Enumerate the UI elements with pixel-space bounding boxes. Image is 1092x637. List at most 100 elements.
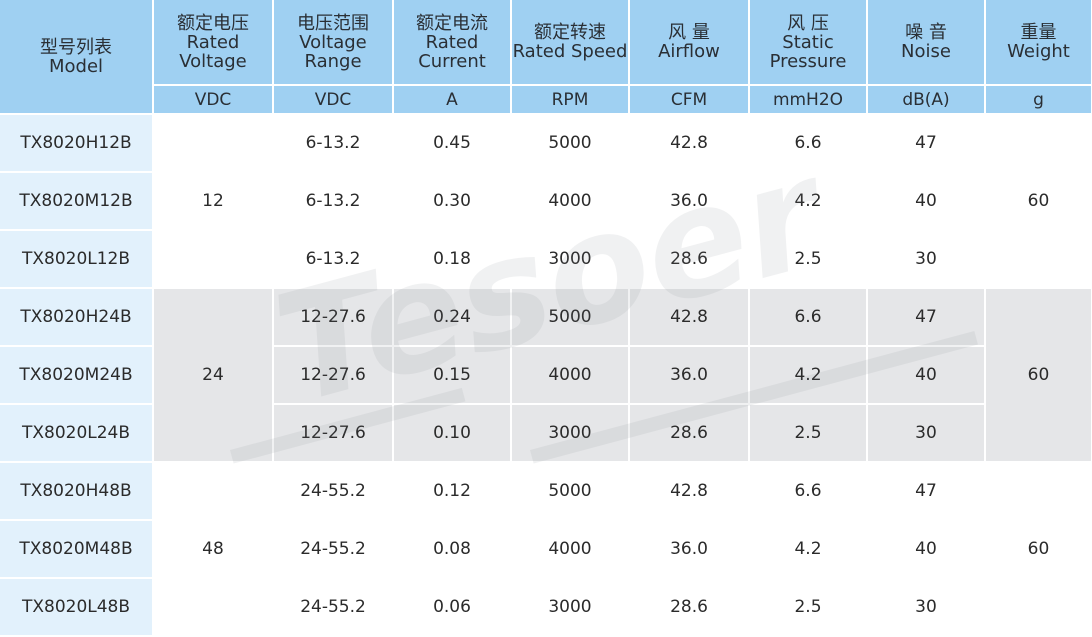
airflow-cell: 36.0 <box>629 172 750 231</box>
header-noise-zh: 噪 音 <box>905 22 947 43</box>
header-static-pressure-zh: 风 压 <box>787 12 829 34</box>
airflow-cell: 42.8 <box>629 462 750 521</box>
header-rated-current: 额定电流 Rated Current <box>393 0 512 86</box>
noise-cell: 40 <box>867 520 986 579</box>
rated-speed-cell: 4000 <box>511 346 630 405</box>
noise-cell: 30 <box>867 578 986 637</box>
model-cell: TX8020H24B <box>0 288 154 347</box>
header-voltage-range-zh: 电压范围 <box>297 12 369 34</box>
noise-cell: 40 <box>867 346 986 405</box>
static-pressure-cell: 4.2 <box>749 346 868 405</box>
rated-speed-cell: 4000 <box>511 520 630 579</box>
table-row: TX8020M48B 24-55.2 0.08 4000 36.0 4.2 40 <box>0 520 1092 579</box>
header-model-zh: 型号列表 <box>40 36 112 58</box>
header-row: 型号列表 Model 额定电压 Rated Voltage 电压范围 Volta… <box>0 0 1092 115</box>
header-airflow-zh: 风 量 <box>668 22 710 43</box>
unit-static-pressure: mmH2O <box>749 85 868 115</box>
airflow-cell: 42.8 <box>629 288 750 347</box>
header-rated-voltage-en: Rated Voltage <box>179 31 247 72</box>
rated-current-cell: 0.12 <box>393 462 512 521</box>
rated-speed-cell: 4000 <box>511 172 630 231</box>
rated-speed-cell: 3000 <box>511 578 630 637</box>
rated-speed-cell: 3000 <box>511 404 630 463</box>
voltage-range-cell: 24-55.2 <box>273 578 394 637</box>
noise-cell: 47 <box>867 114 986 173</box>
voltage-range-cell: 12-27.6 <box>273 288 394 347</box>
static-pressure-cell: 6.6 <box>749 462 868 521</box>
unit-noise: dB(A) <box>867 85 986 115</box>
static-pressure-cell: 2.5 <box>749 230 868 289</box>
table-row: TX8020H12B 12 6-13.2 0.45 5000 42.8 6.6 … <box>0 114 1092 289</box>
rated-speed-cell: 5000 <box>511 288 630 347</box>
static-pressure-cell: 4.2 <box>749 520 868 579</box>
header-rated-voltage: 额定电压 Rated Voltage <box>153 0 274 86</box>
model-cell: TX8020M48B <box>0 520 154 579</box>
static-pressure-cell: 4.2 <box>749 172 868 231</box>
table-row: TX8020L24B 12-27.6 0.10 3000 28.6 2.5 30 <box>0 404 1092 463</box>
header-airflow-en: Airflow <box>658 41 720 62</box>
static-pressure-cell: 6.6 <box>749 288 868 347</box>
voltage-range-cell: 6-13.2 <box>273 172 394 231</box>
weight-cell: 60 <box>985 114 1092 289</box>
rated-current-cell: 0.15 <box>393 346 512 405</box>
header-static-pressure: 风 压 Static Pressure <box>749 0 868 86</box>
airflow-cell: 28.6 <box>629 230 750 289</box>
unit-rated-speed: RPM <box>511 85 630 115</box>
table-row: TX8020M12B 6-13.2 0.30 4000 36.0 4.2 40 <box>0 172 1092 231</box>
header-model: 型号列表 Model <box>0 0 154 115</box>
noise-cell: 40 <box>867 172 986 231</box>
header-model-en: Model <box>48 55 104 77</box>
table-row: TX8020H24B 24 12-27.6 0.24 5000 42.8 6.6… <box>0 288 1092 463</box>
header-static-pressure-en: Static Pressure <box>769 31 847 72</box>
rated-speed-cell: 3000 <box>511 230 630 289</box>
header-weight: 重量 Weight <box>985 0 1092 86</box>
noise-cell: 30 <box>867 404 986 463</box>
airflow-cell: 28.6 <box>629 578 750 637</box>
model-cell: TX8020L24B <box>0 404 154 463</box>
header-weight-en: Weight <box>1007 41 1070 62</box>
rated-current-cell: 0.08 <box>393 520 512 579</box>
unit-rated-voltage: VDC <box>153 85 274 115</box>
header-voltage-range-en: Voltage Range <box>299 31 367 72</box>
weight-cell: 60 <box>985 462 1092 637</box>
table-row: TX8020L12B 6-13.2 0.18 3000 28.6 2.5 30 <box>0 230 1092 289</box>
header-noise-en: Noise <box>901 41 951 62</box>
rated-current-cell: 0.45 <box>393 114 512 173</box>
header-rated-current-en: Rated Current <box>418 31 486 72</box>
rated-current-cell: 0.24 <box>393 288 512 347</box>
rated-current-cell: 0.18 <box>393 230 512 289</box>
model-cell: TX8020M24B <box>0 346 154 405</box>
header-noise: 噪 音 Noise <box>867 0 986 86</box>
noise-cell: 47 <box>867 462 986 521</box>
model-cell: TX8020H48B <box>0 462 154 521</box>
unit-weight: g <box>985 85 1092 115</box>
table-row: TX8020M24B 12-27.6 0.15 4000 36.0 4.2 40 <box>0 346 1092 405</box>
airflow-cell: 28.6 <box>629 404 750 463</box>
table-row: TX8020H48B 48 24-55.2 0.12 5000 42.8 6.6… <box>0 462 1092 637</box>
noise-cell: 30 <box>867 230 986 289</box>
rated-voltage-cell: 12 <box>153 114 274 289</box>
rated-current-cell: 0.10 <box>393 404 512 463</box>
rated-voltage-cell: 24 <box>153 288 274 463</box>
unit-airflow: CFM <box>629 85 750 115</box>
header-weight-zh: 重量 <box>1020 22 1057 43</box>
static-pressure-cell: 2.5 <box>749 578 868 637</box>
model-cell: TX8020L48B <box>0 578 154 637</box>
voltage-range-cell: 6-13.2 <box>273 230 394 289</box>
rated-current-cell: 0.06 <box>393 578 512 637</box>
static-pressure-cell: 6.6 <box>749 114 868 173</box>
header-rated-current-zh: 额定电流 <box>416 12 488 34</box>
voltage-range-cell: 24-55.2 <box>273 520 394 579</box>
noise-cell: 47 <box>867 288 986 347</box>
header-voltage-range: 电压范围 Voltage Range <box>273 0 394 86</box>
rated-voltage-cell: 48 <box>153 462 274 637</box>
voltage-range-cell: 12-27.6 <box>273 346 394 405</box>
airflow-cell: 36.0 <box>629 346 750 405</box>
static-pressure-cell: 2.5 <box>749 404 868 463</box>
header-rated-speed-en: Rated Speed <box>512 41 628 62</box>
airflow-cell: 42.8 <box>629 114 750 173</box>
header-rated-speed-zh: 额定转速 <box>534 22 606 43</box>
model-cell: TX8020H12B <box>0 114 154 173</box>
model-cell: TX8020L12B <box>0 230 154 289</box>
